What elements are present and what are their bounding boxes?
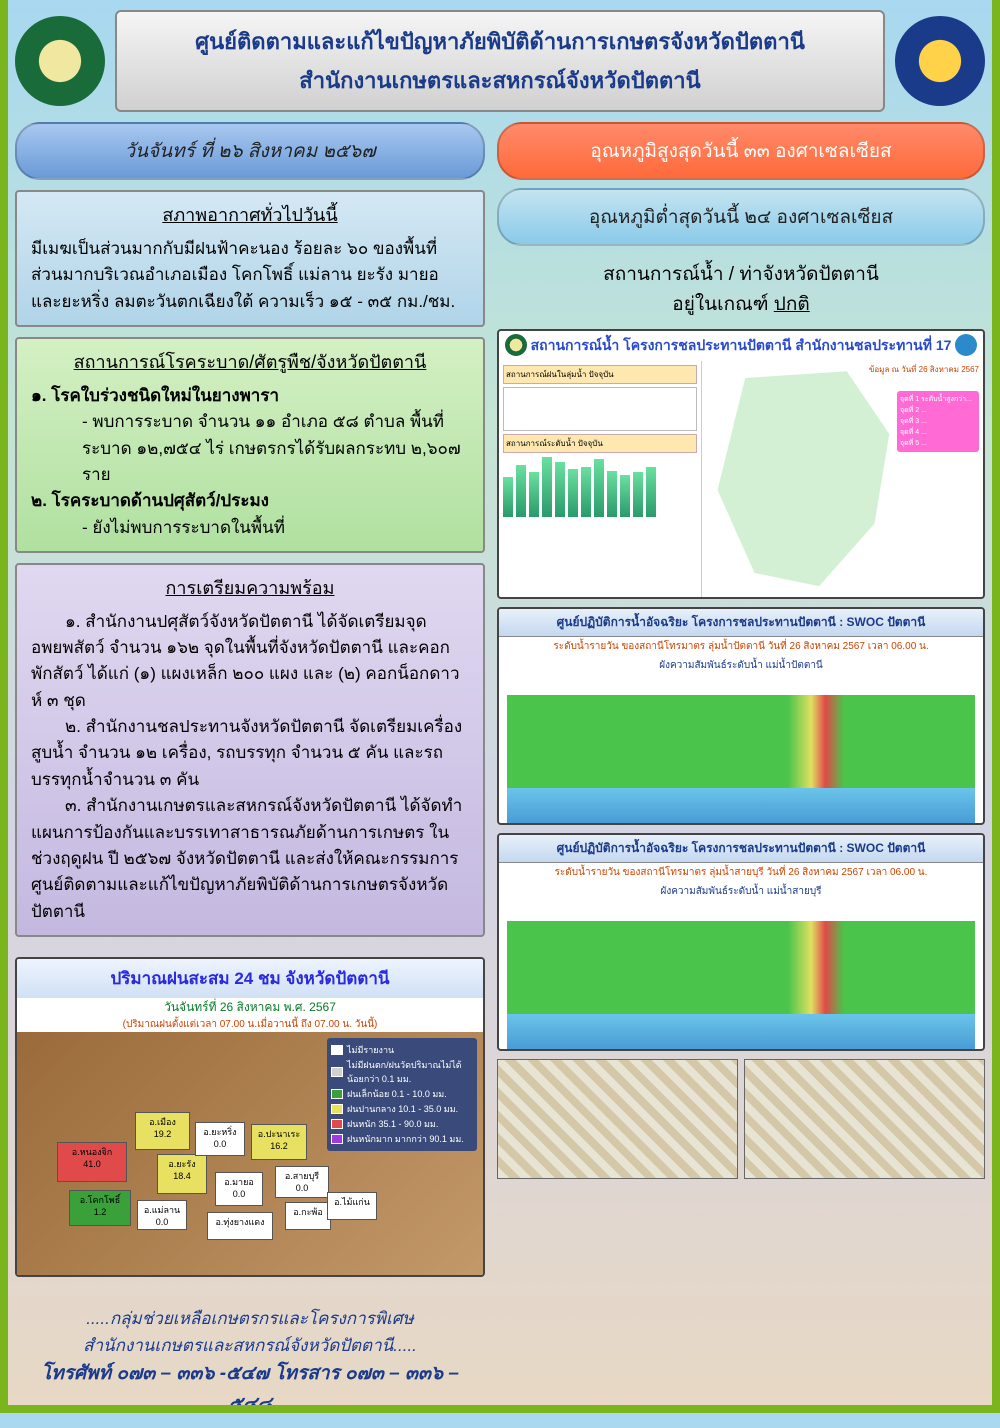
irrigation-situation-panel: สถานการณ์น้ำ โครงการชลประทานปัตตานี สำนั… [497, 329, 985, 599]
river-cross-section [507, 921, 975, 1051]
page-title: ศูนย์ติดตามและแก้ไขปัญหาภัยพิบัติด้านการ… [115, 10, 885, 112]
bar [581, 467, 591, 517]
temp-high-pill: อุณหภูมิสูงสุดวันนี้ ๓๓ องศาเซลเซียส [497, 122, 985, 180]
water-status-l2b: ปกติ [774, 294, 810, 315]
rainfall-legend: ไม่มีรายงานไม่มีฝนตก/ฝนวัดปริมาณไม่ได้ น… [327, 1038, 477, 1151]
water-status-l1: สถานการณ์น้ำ / ท่าจังหวัดปัตตานี [603, 264, 879, 285]
disease-item1-head: ๑. โรคใบร่วงชนิดใหม่ในยางพารา [31, 386, 279, 405]
swoc2-sub2: ผังความสัมพันธ์ระดับน้ำ แม่น้ำสายบุรี [499, 882, 983, 901]
contact-footer: .....กลุ่มช่วยเหลือเกษตรกรและโครงการพิเศ… [15, 1297, 485, 1428]
weather-box: สภาพอากาศทั่วไปวันนี้ มีเมฆเป็นส่วนมากกั… [15, 190, 485, 327]
district-shape: อ.ยะหริ่ง0.0 [195, 1122, 245, 1156]
legend-row: ไม่มีรายงาน [331, 1043, 473, 1057]
legend-row: ฝนหนัก 35.1 - 90.0 มม. [331, 1117, 473, 1131]
swoc2-title: ศูนย์ปฏิบัติการน้ำอัจฉริยะ โครงการชลประท… [499, 835, 983, 863]
swoc-saiburi-panel: ศูนย์ปฏิบัติการน้ำอัจฉริยะ โครงการชลประท… [497, 833, 985, 1051]
bar [516, 465, 526, 517]
bar [568, 469, 578, 517]
disease-item2-head: ๒. โรคระบาดด้านปศุสัตว์/ประมง [31, 491, 269, 510]
bar [633, 472, 643, 517]
swoc-pattani-panel: ศูนย์ปฏิบัติการน้ำอัจฉริยะ โครงการชลประท… [497, 607, 985, 825]
weather-body: มีเมฆเป็นส่วนมากกับมีฝนฟ้าคะนอง ร้อยละ ๖… [31, 236, 469, 315]
temp-low-pill: อุณหภูมิต่ำสุดวันนี้ ๒๔ องศาเซลเซียส [497, 188, 985, 246]
prepare-p2: ๒. สำนักงานชลประทานจังหวัดปัตตานี จัดเตร… [31, 714, 469, 793]
bar [646, 467, 656, 517]
prepare-title: การเตรียมความพร้อม [31, 575, 469, 603]
weather-map-1 [497, 1059, 738, 1179]
panel-logo-icon [955, 334, 977, 356]
district-shape: อ.โคกโพธิ์1.2 [69, 1190, 131, 1226]
disease-title: สถานการณ์โรคระบาด/ศัตรูพืช/จังหวัดปัตตาน… [31, 349, 469, 377]
district-shape: อ.เมือง19.2 [135, 1112, 190, 1150]
bar [555, 462, 565, 517]
rainfall-sub: วันจันทร์ที่ 26 สิงหาคม พ.ศ. 2567 [17, 998, 483, 1017]
irrigation-map: ข้อมูล ณ วันที่ 26 สิงหาคม 2567 จุดที่ 1… [702, 361, 983, 597]
water-status-l2a: อยู่ในเกณฑ์ [672, 294, 774, 315]
title-line-1: ศูนย์ติดตามและแก้ไขปัญหาภัยพิบัติด้านการ… [132, 24, 868, 59]
title-line-2: สำนักงานเกษตรและสหกรณ์จังหวัดปัตตานี [132, 63, 868, 98]
district-shape: อ.แม่ลาน0.0 [137, 1200, 187, 1230]
swoc2-sub: ระดับน้ำรายวัน ของสถานีโทรมาตร ลุ่มน้ำสา… [499, 863, 983, 882]
district-shape: อ.ปะนาเระ16.2 [251, 1124, 307, 1160]
ministry-logo [15, 16, 105, 106]
district-shape: อ.ทุ่งยางแดง [207, 1212, 273, 1240]
prepare-p3: ๓. สำนักงานเกษตรและสหกรณ์จังหวัดปัตตานี … [31, 793, 469, 925]
rainfall-sub2: (ปริมาณฝนตั้งแต่เวลา 07.00 น.เมื่อวานนี้… [17, 1017, 483, 1032]
date-pill: วันจันทร์ ที่ ๒๖ สิงหาคม ๒๕๖๗ [15, 122, 485, 180]
district-shape: อ.มายอ0.0 [215, 1172, 263, 1206]
disease-item2-body: - ยังไม่พบการระบาดในพื้นที่ [31, 515, 469, 541]
footer-l3: โทรศัพท์ ๐๗๓ – ๓๓๖ -๕๔๗ โทรสาร ๐๗๓ – ๓๓๖… [23, 1359, 477, 1420]
prepare-p1: ๑. สำนักงานปศุสัตว์จังหวัดปัตตานี ได้จัด… [31, 609, 469, 714]
bar [542, 457, 552, 517]
panel-logo-icon [505, 334, 527, 356]
bar [594, 459, 604, 517]
irrigation-left-stats: สถานการณ์ฝนในลุ่มน้ำ ปัจจุบัน สถานการณ์ร… [499, 361, 702, 597]
disease-item1-body: - พบการระบาด จำนวน ๑๑ อำเภอ ๕๘ ตำบล พื้น… [31, 409, 469, 488]
legend-row: ฝนเล็กน้อย 0.1 - 10.0 มม. [331, 1087, 473, 1101]
province-logo [895, 16, 985, 106]
prepare-box: การเตรียมความพร้อม ๑. สำนักงานปศุสัตว์จั… [15, 563, 485, 937]
legend-row: ฝนหนักมาก มากกว่า 90.1 มม. [331, 1132, 473, 1146]
weather-map-2 [744, 1059, 985, 1179]
irrigation-title: สถานการณ์น้ำ โครงการชลประทานปัตตานี สำนั… [499, 331, 983, 361]
water-status: สถานการณ์น้ำ / ท่าจังหวัดปัตตานี อยู่ในเ… [497, 254, 985, 321]
river-cross-section [507, 695, 975, 825]
synoptic-maps [497, 1059, 985, 1179]
swoc1-sub2: ผังความสัมพันธ์ระดับน้ำ แม่น้ำปัตตานี [499, 656, 983, 675]
bar [503, 477, 513, 517]
footer-l1: .....กลุ่มช่วยเหลือเกษตรกรและโครงการพิเศ… [23, 1305, 477, 1332]
swoc1-sub: ระดับน้ำรายวัน ของสถานีโทรมาตร ลุ่มน้ำปั… [499, 637, 983, 656]
swoc1-title: ศูนย์ปฏิบัติการน้ำอัจฉริยะ โครงการชลประท… [499, 609, 983, 637]
district-shape: อ.ยะรัง18.4 [157, 1154, 207, 1194]
disease-box: สถานการณ์โรคระบาด/ศัตรูพืช/จังหวัดปัตตาน… [15, 337, 485, 553]
province-shape [708, 367, 893, 591]
legend-row: ฝนปานกลาง 10.1 - 35.0 มม. [331, 1102, 473, 1116]
bar [607, 471, 617, 517]
weather-title: สภาพอากาศทั่วไปวันนี้ [31, 202, 469, 230]
rainfall-title: ปริมาณฝนสะสม 24 ชม จังหวัดปัตตานี [17, 959, 483, 998]
district-shape: อ.สายบุรี0.0 [275, 1166, 329, 1198]
rainfall-map-panel: ปริมาณฝนสะสม 24 ชม จังหวัดปัตตานี วันจัน… [15, 957, 485, 1277]
alert-pink-box: จุดที่ 1 ระดับน้ำสูงกว่า...จุดที่ 2 ...จ… [897, 391, 979, 452]
district-shape: อ.ไม้แก่น [327, 1192, 377, 1220]
bar [529, 472, 539, 517]
district-shape: อ.กะพ้อ [285, 1202, 331, 1230]
bar [620, 475, 630, 517]
footer-l2: สำนักงานเกษตรและสหกรณ์จังหวัดปัตตานี....… [23, 1332, 477, 1359]
legend-row: ไม่มีฝนตก/ฝนวัดปริมาณไม่ได้ น้อยกว่า 0.1… [331, 1058, 473, 1086]
district-shape: อ.หนองจิก41.0 [57, 1142, 127, 1182]
